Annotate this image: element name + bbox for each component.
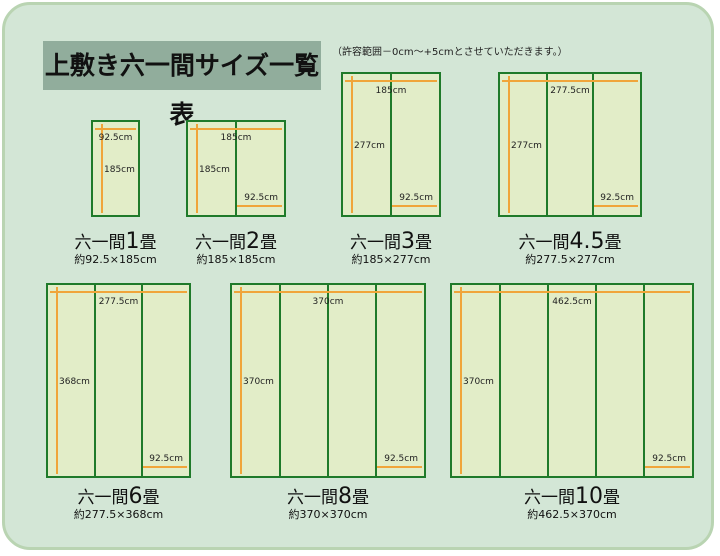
panel-divider xyxy=(375,285,377,476)
panel-width-arrow xyxy=(143,466,187,468)
room-size: 約462.5×370cm xyxy=(527,508,617,521)
panel-divider xyxy=(595,285,597,476)
width-label: 92.5cm xyxy=(98,133,133,143)
height-label: 185cm xyxy=(199,164,230,175)
panel-width-arrow xyxy=(377,466,422,468)
tatami-layout: 277.5cm 368cm 92.5cm xyxy=(46,283,191,478)
room-name-suffix: 畳 xyxy=(139,233,157,253)
panel-width-arrow xyxy=(392,205,437,207)
panel-width-label: 92.5cm xyxy=(244,193,278,203)
panel-divider xyxy=(327,285,329,476)
room-name-prefix: 六一間 xyxy=(524,488,575,508)
tatami-layout: 185cm 185cm 92.5cm xyxy=(186,120,286,217)
room-name: 六一間3畳 xyxy=(321,228,461,254)
panel-width-label: 92.5cm xyxy=(652,454,686,464)
width-arrow xyxy=(454,291,690,293)
height-arrow xyxy=(56,287,58,474)
room-count: 1 xyxy=(125,229,140,254)
room-name-suffix: 畳 xyxy=(415,233,432,253)
panel-divider xyxy=(592,74,595,215)
room-name: 六一間10畳 xyxy=(502,483,642,509)
panel-divider xyxy=(94,285,96,476)
room-size: 約185×277cm xyxy=(351,253,431,266)
panel-divider xyxy=(643,285,645,476)
room-size: 約277.5×368cm xyxy=(73,508,164,521)
panel-width-arrow xyxy=(645,466,690,468)
panel-divider xyxy=(235,122,237,215)
height-arrow xyxy=(196,124,198,213)
room-name-suffix: 畳 xyxy=(603,488,620,508)
room-name-suffix: 畳 xyxy=(260,233,277,253)
panel-width-label: 92.5cm xyxy=(600,193,634,203)
room-count: 4.5 xyxy=(569,229,605,254)
tatami-layout: 92.5cm 185cm xyxy=(91,120,140,217)
room-count: 8 xyxy=(338,484,352,509)
panel-width-label: 92.5cm xyxy=(149,454,183,464)
width-arrow xyxy=(502,80,638,82)
panel-width-arrow xyxy=(594,205,638,207)
room-name-suffix: 畳 xyxy=(352,488,369,508)
room-count: 10 xyxy=(575,484,603,509)
height-label: 370cm xyxy=(243,376,274,387)
panel-width-arrow xyxy=(237,205,282,207)
width-label: 277.5cm xyxy=(550,86,590,96)
room-size: 約277.5×277cm xyxy=(525,253,615,266)
room-name: 六一間2畳 xyxy=(166,228,306,254)
height-arrow xyxy=(508,76,510,213)
width-arrow xyxy=(50,291,187,293)
room-size: 約370×370cm xyxy=(288,508,368,521)
room-size: 約185×185cm xyxy=(196,253,276,266)
width-label: 185cm xyxy=(375,86,407,96)
room-name-prefix: 六一間 xyxy=(350,233,401,253)
room-count: 3 xyxy=(401,229,415,254)
height-arrow xyxy=(351,76,353,213)
room-name: 六一間8畳 xyxy=(258,483,398,509)
height-label: 185cm xyxy=(104,164,135,175)
room-name-suffix: 畳 xyxy=(142,488,160,508)
room-size: 約92.5×185cm xyxy=(74,253,157,266)
panel-divider xyxy=(279,285,281,476)
width-arrow xyxy=(234,291,422,293)
panel-width-label: 92.5cm xyxy=(384,454,418,464)
room-count: 2 xyxy=(246,229,260,254)
height-label: 277cm xyxy=(511,140,542,151)
room-name-prefix: 六一間 xyxy=(518,233,570,253)
tolerance-note: （許容範囲－0cm～+5cmとさせていただきます。） xyxy=(332,47,568,58)
panel-divider xyxy=(390,74,392,215)
width-label: 277.5cm xyxy=(98,297,139,307)
panel-width-label: 92.5cm xyxy=(399,193,433,203)
room-count: 6 xyxy=(128,484,143,509)
height-label: 370cm xyxy=(463,376,494,387)
panel-divider xyxy=(547,285,549,476)
tatami-layout: 370cm 370cm 92.5cm xyxy=(230,283,426,478)
tatami-layout: 185cm 277cm 92.5cm xyxy=(341,72,441,217)
room-name-prefix: 六一間 xyxy=(287,488,338,508)
tatami-layout: 277.5cm 277cm 92.5cm xyxy=(498,72,642,217)
height-arrow xyxy=(240,287,242,474)
room-name: 六一間1畳 xyxy=(46,228,186,254)
room-name-prefix: 六一間 xyxy=(195,233,246,253)
height-arrow xyxy=(101,124,103,213)
height-arrow xyxy=(460,287,462,474)
panel-divider xyxy=(545,74,548,215)
width-arrow xyxy=(190,128,282,130)
tatami-layout: 462.5cm 370cm 92.5cm xyxy=(450,283,694,478)
width-label: 370cm xyxy=(312,297,344,307)
room-name: 六一間4.5畳 xyxy=(500,228,640,254)
height-label: 368cm xyxy=(59,376,90,387)
width-arrow xyxy=(95,128,136,130)
page-title: 上敷き六一間サイズ一覧表 xyxy=(43,41,321,129)
room-name-prefix: 六一間 xyxy=(77,488,129,508)
width-arrow xyxy=(345,80,437,82)
width-label: 462.5cm xyxy=(552,297,592,307)
room-name-suffix: 畳 xyxy=(604,233,622,253)
room-name: 六一間6畳 xyxy=(49,483,189,509)
room-name-prefix: 六一間 xyxy=(74,233,126,253)
panel-divider xyxy=(141,285,143,476)
panel-divider xyxy=(499,285,501,476)
height-label: 277cm xyxy=(354,140,385,151)
width-label: 185cm xyxy=(220,133,252,143)
